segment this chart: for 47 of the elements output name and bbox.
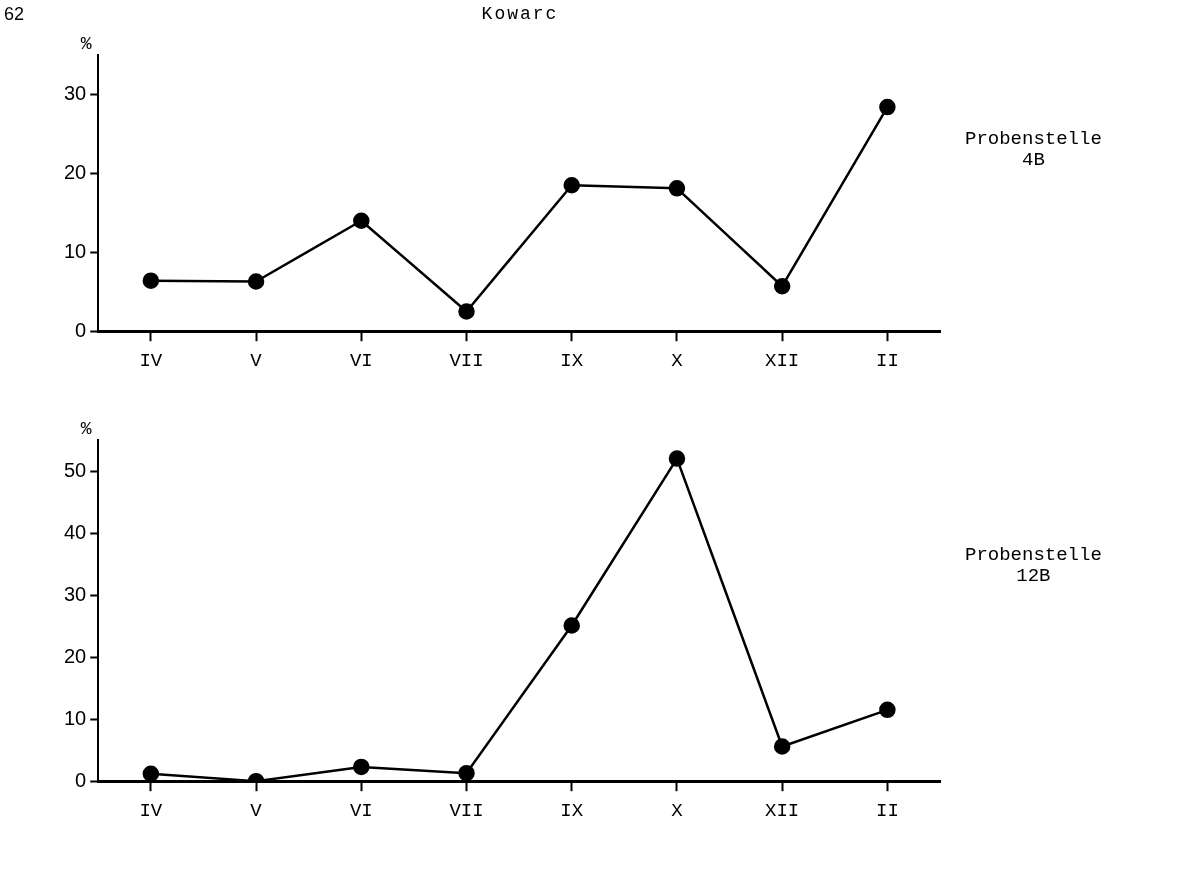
y-tick-label: 50: [64, 458, 87, 481]
point: [879, 701, 896, 719]
y-tick-label: 20: [64, 644, 87, 667]
text: 62: [4, 4, 25, 25]
x-tick-label: V: [250, 349, 263, 372]
point: [563, 617, 580, 634]
x-tick-label: VI: [349, 349, 373, 372]
point: [142, 765, 160, 782]
y-tick-label: 40: [64, 520, 87, 543]
y-tick-label: 30: [64, 81, 87, 104]
x-tick-label: II: [875, 349, 899, 372]
point: [353, 212, 370, 229]
chart-title: Kowarc: [481, 4, 559, 24]
text: Probenstelle 12B: [965, 544, 1102, 587]
y-axis-title: %: [80, 33, 92, 54]
y-tick-label: 20: [64, 160, 87, 183]
point: [773, 738, 791, 755]
point: [458, 764, 475, 782]
point: [668, 450, 686, 467]
x-tick-label: VI: [349, 799, 373, 822]
x-tick-label: X: [671, 799, 684, 822]
x-tick-label: IV: [139, 799, 163, 822]
y-tick-label: 0: [75, 318, 87, 341]
x-tick-label: IX: [560, 349, 584, 372]
y-axis-title: %: [80, 418, 92, 439]
y-tick-label: 30: [64, 582, 87, 605]
text: Probenstelle 4B: [965, 128, 1102, 171]
x-tick-label: VII: [449, 349, 484, 372]
y-tick-label: 10: [64, 239, 87, 262]
x-tick-label: VII: [449, 799, 484, 822]
x-tick-label: X: [671, 349, 684, 372]
x-tick-label: IX: [560, 799, 584, 822]
x-tick-label: II: [875, 799, 899, 822]
point: [563, 176, 580, 194]
point: [247, 273, 265, 290]
y-tick-label: 0: [75, 768, 87, 791]
point: [353, 758, 370, 776]
point: [142, 272, 160, 289]
x-tick-label: XII: [765, 349, 800, 372]
x-tick-label: IV: [139, 349, 163, 372]
point: [668, 180, 686, 197]
point: [458, 303, 475, 320]
x-tick-label: XII: [765, 799, 800, 822]
point: [773, 277, 791, 295]
point: [879, 98, 896, 116]
x-tick-label: V: [250, 799, 263, 822]
y-tick-label: 10: [64, 706, 87, 729]
